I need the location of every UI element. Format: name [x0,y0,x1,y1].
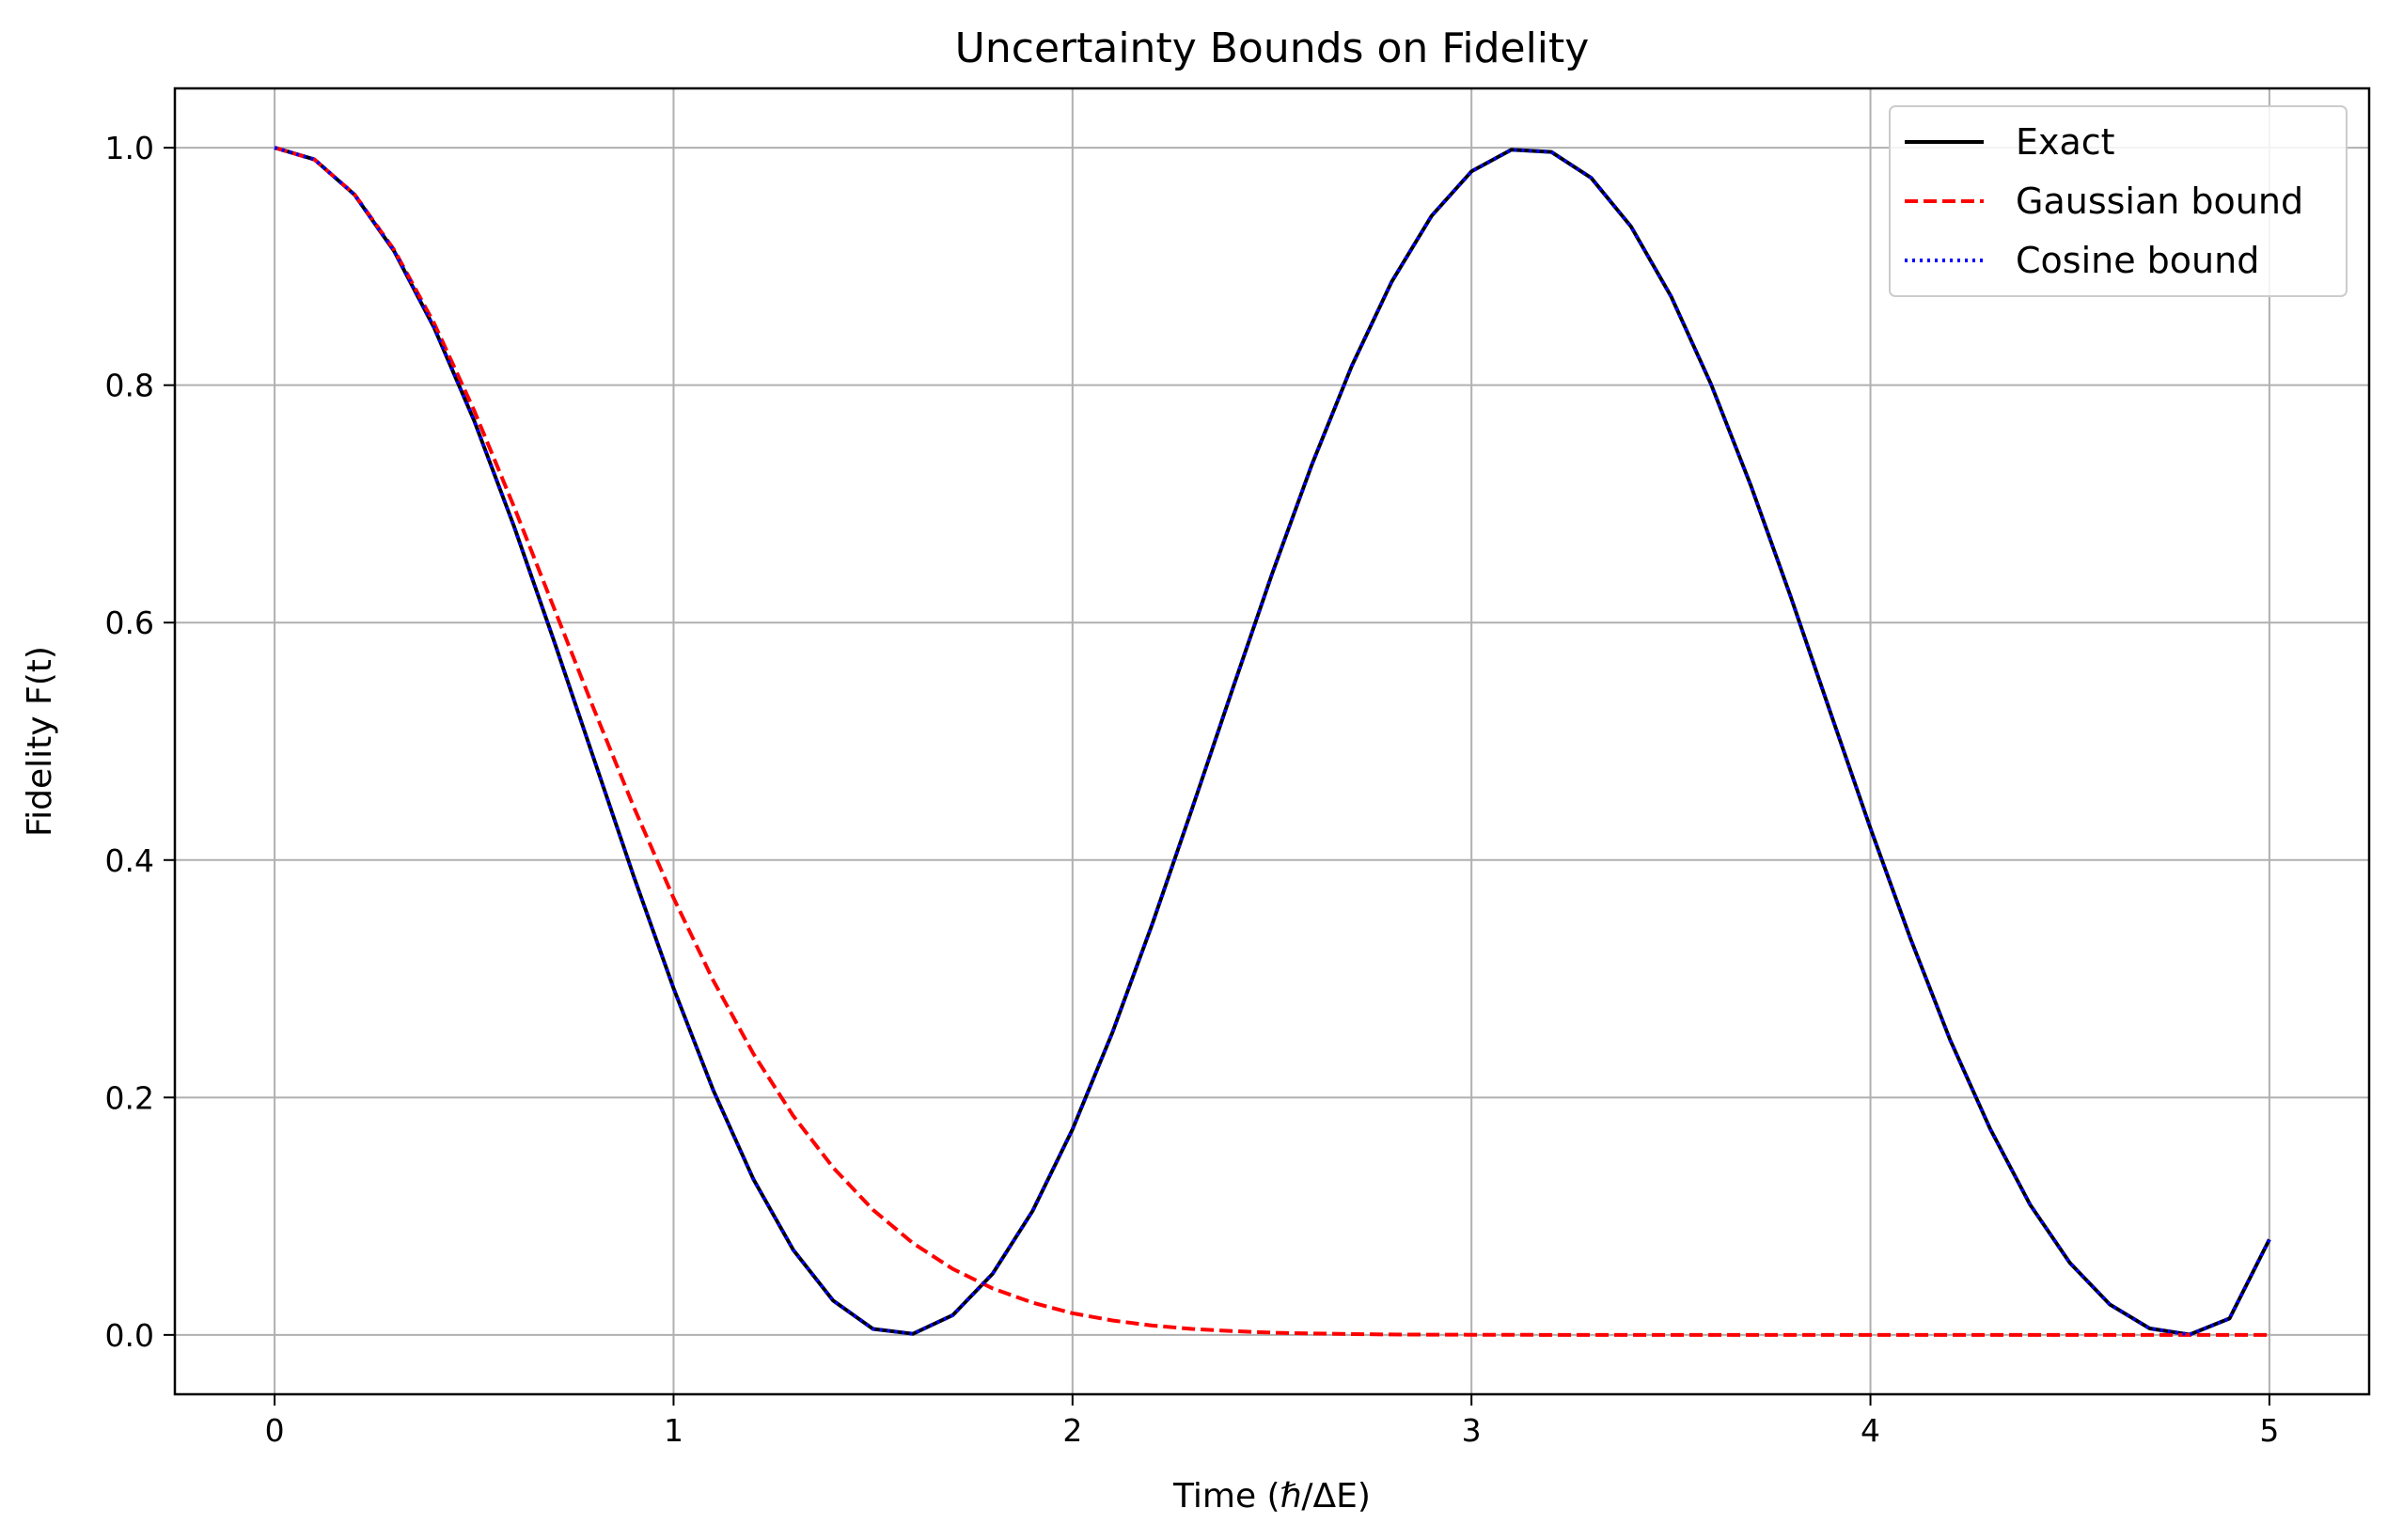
legend-label: Cosine bound [2016,240,2259,281]
legend-label: Exact [2016,121,2115,163]
legend-items: Exact Gaussian bound Cosine bound [1905,121,2303,281]
legend-box [1889,105,2348,297]
series-line-gaussian-bound [274,146,2269,1337]
legend-label: Gaussian bound [2016,181,2303,222]
y-axis-label: Fidelity F(t) [21,646,59,837]
plot-frame [173,86,2371,1396]
x-tick-label: 3 [1462,1412,1482,1449]
tick-layer: 0 1 2 3 4 5 0.0 0.2 0.4 0.6 0.8 1.0 [105,130,2280,1449]
x-tick-label: 1 [664,1412,683,1449]
x-tick-label: 2 [1062,1412,1082,1449]
y-tick-label: 0.8 [105,368,154,404]
y-tick-label: 1.0 [105,130,154,166]
x-tick-label: 0 [265,1412,285,1449]
x-tick-label: 4 [1861,1412,1880,1449]
x-axis-label: Time (ℏ/ΔE) [1172,1477,1371,1516]
legend: Exact Gaussian bound Cosine bound [1889,105,2348,297]
series-layer [274,146,2271,1337]
series-line-cosine-bound [274,146,2271,1337]
chart-title: Uncertainty Bounds on Fidelity [955,24,1590,72]
y-tick-label: 0.2 [105,1079,154,1116]
y-tick-label: 0.4 [105,842,154,879]
x-tick-label: 5 [2259,1412,2279,1449]
y-tick-label: 0.6 [105,605,154,641]
y-tick-label: 0.0 [105,1317,154,1354]
